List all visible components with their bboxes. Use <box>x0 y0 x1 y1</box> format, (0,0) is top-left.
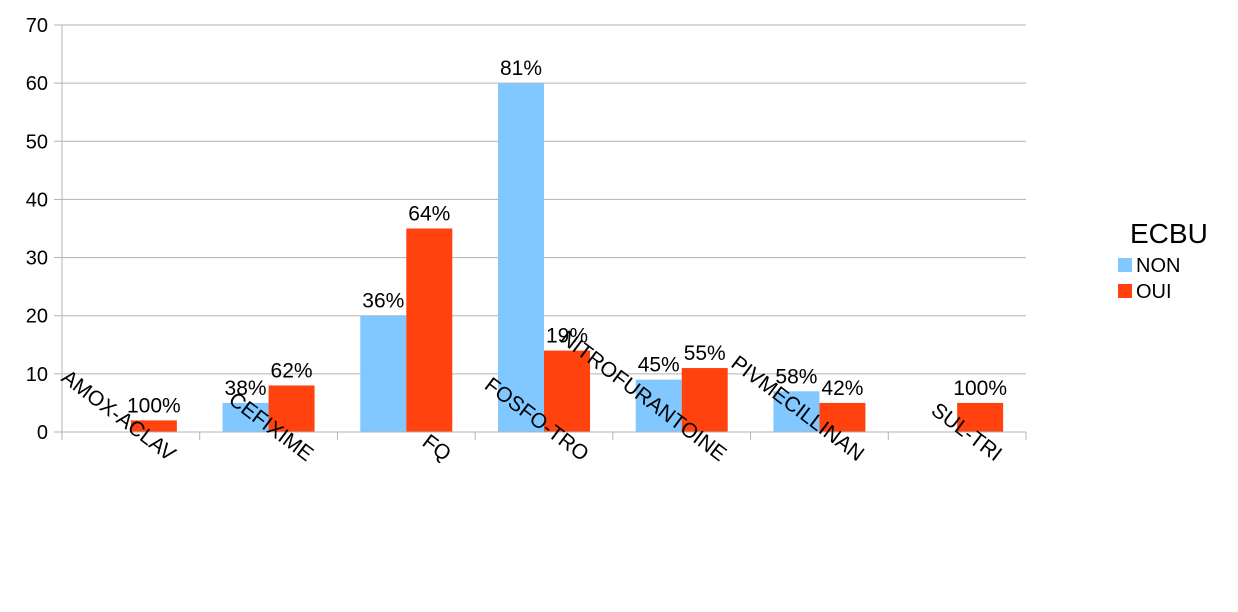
bar-oui-fosfo-tro <box>544 350 590 432</box>
y-tick-labels: 0 10 20 30 40 50 60 70 <box>26 15 48 444</box>
data-label: 100% <box>953 377 1007 400</box>
y-tick-label: 30 <box>26 248 48 270</box>
y-tick-label: 20 <box>26 306 48 328</box>
bar-oui-amox-aclav <box>130 420 177 432</box>
legend: ECBU NON OUI <box>1118 218 1208 303</box>
legend-title: ECBU <box>1130 218 1208 249</box>
legend-label-oui: OUI <box>1136 281 1172 303</box>
y-tick-label: 0 <box>37 422 48 444</box>
y-tick-label: 60 <box>26 73 48 95</box>
data-label: 45% <box>638 354 680 377</box>
y-tick-label: 40 <box>26 189 48 211</box>
data-label: 38% <box>225 377 267 400</box>
bar-non-nitrofurantoine <box>635 379 682 432</box>
data-label: 62% <box>271 359 313 382</box>
bar-non-pivmecillinan <box>773 391 820 432</box>
data-label: 64% <box>408 203 450 226</box>
y-tick-label: 70 <box>26 15 48 37</box>
axes <box>54 24 1027 440</box>
legend-swatch-oui <box>1118 284 1132 298</box>
bar-oui-nitrofurantoine <box>681 368 728 432</box>
bar-non-fosfo-tro <box>498 83 544 433</box>
data-label: 81% <box>500 57 542 80</box>
y-tick-label: 50 <box>26 131 48 153</box>
data-label: 55% <box>684 342 726 365</box>
data-labels: 100% 38%62% 36% 64% 81% 19% 45%55% 58%42% 100% <box>127 57 1007 417</box>
bars <box>130 83 1004 433</box>
y-tick-label: 10 <box>26 364 48 386</box>
bar-oui-pivmecillinan <box>819 402 866 432</box>
legend-swatch-non <box>1118 258 1132 272</box>
legend-label-non: NON <box>1136 255 1180 277</box>
data-label: 19% <box>546 325 588 348</box>
data-label: 42% <box>821 377 863 400</box>
bar-non-fq <box>360 315 407 432</box>
bar-non-cefixime <box>222 402 269 432</box>
bar-oui-cefixime <box>268 385 315 432</box>
bar-oui-sul-tri <box>957 402 1004 432</box>
data-label: 58% <box>775 365 817 388</box>
data-label: 100% <box>127 394 181 417</box>
bar-oui-fq <box>406 228 453 432</box>
category-label: FQ <box>418 430 455 466</box>
data-label: 36% <box>362 290 404 313</box>
